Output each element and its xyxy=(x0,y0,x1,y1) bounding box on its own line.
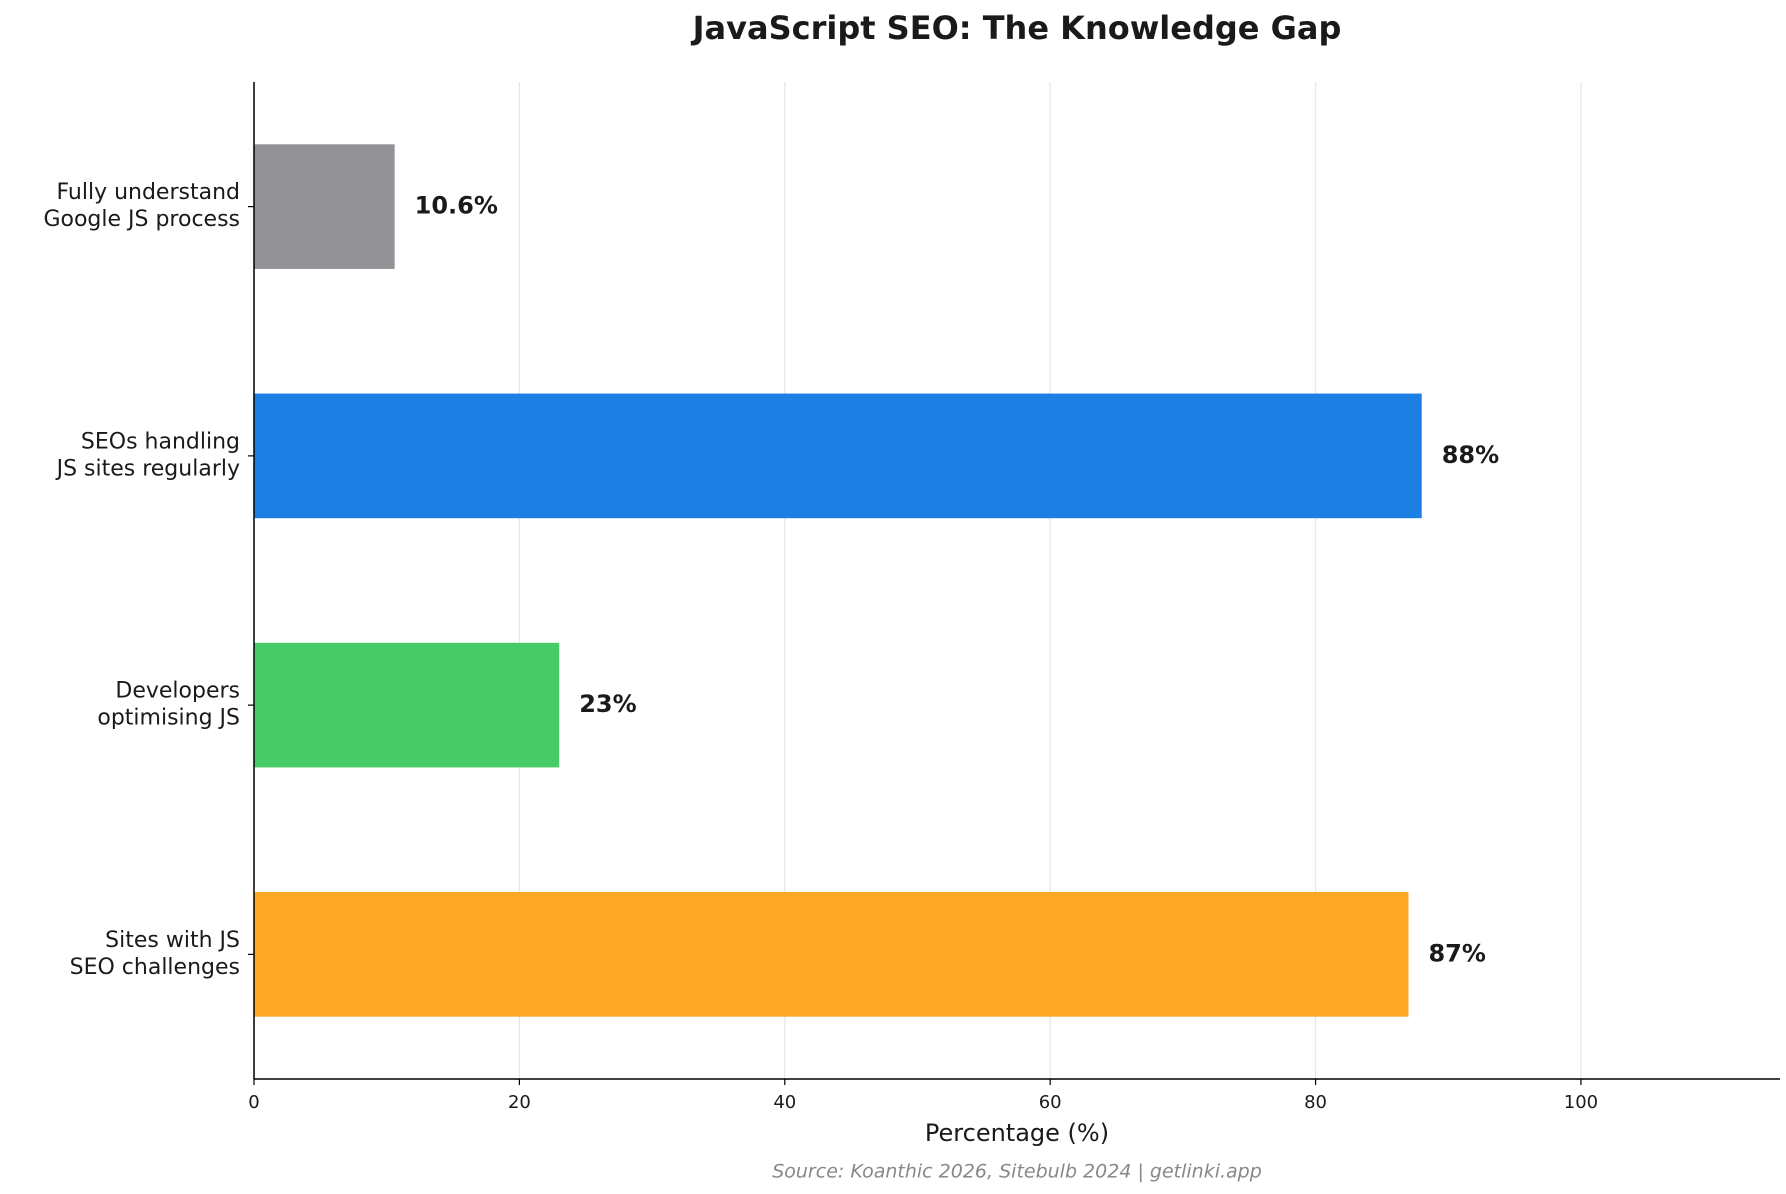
value-label: 87% xyxy=(1428,939,1485,967)
x-tick-label: 60 xyxy=(1039,1092,1062,1113)
source-note: Source: Koanthic 2026, Sitebulb 2024 | g… xyxy=(772,1161,1262,1183)
bar xyxy=(254,642,560,768)
value-label: 23% xyxy=(579,690,636,718)
x-axis-label: Percentage (%) xyxy=(925,1119,1109,1147)
x-tick-label: 20 xyxy=(508,1092,531,1113)
value-label: 10.6% xyxy=(415,192,498,220)
x-tick-label: 40 xyxy=(773,1092,796,1113)
value-label: 88% xyxy=(1442,441,1499,469)
x-tick-label: 100 xyxy=(1564,1092,1598,1113)
y-tick-label: SEOs handling JS sites regularly xyxy=(55,429,240,481)
y-tick-label: Developers optimising JS xyxy=(97,679,240,731)
bar xyxy=(254,144,395,269)
y-tick-label: Fully understand Google JS process xyxy=(43,180,240,232)
chart-title: JavaScript SEO: The Knowledge Gap xyxy=(691,9,1342,47)
x-tick-label: 0 xyxy=(248,1092,259,1113)
bar xyxy=(254,393,1422,519)
y-tick-label: Sites with JS SEO challenges xyxy=(70,928,240,980)
x-tick-label: 80 xyxy=(1304,1092,1327,1113)
bar xyxy=(254,892,1409,1017)
